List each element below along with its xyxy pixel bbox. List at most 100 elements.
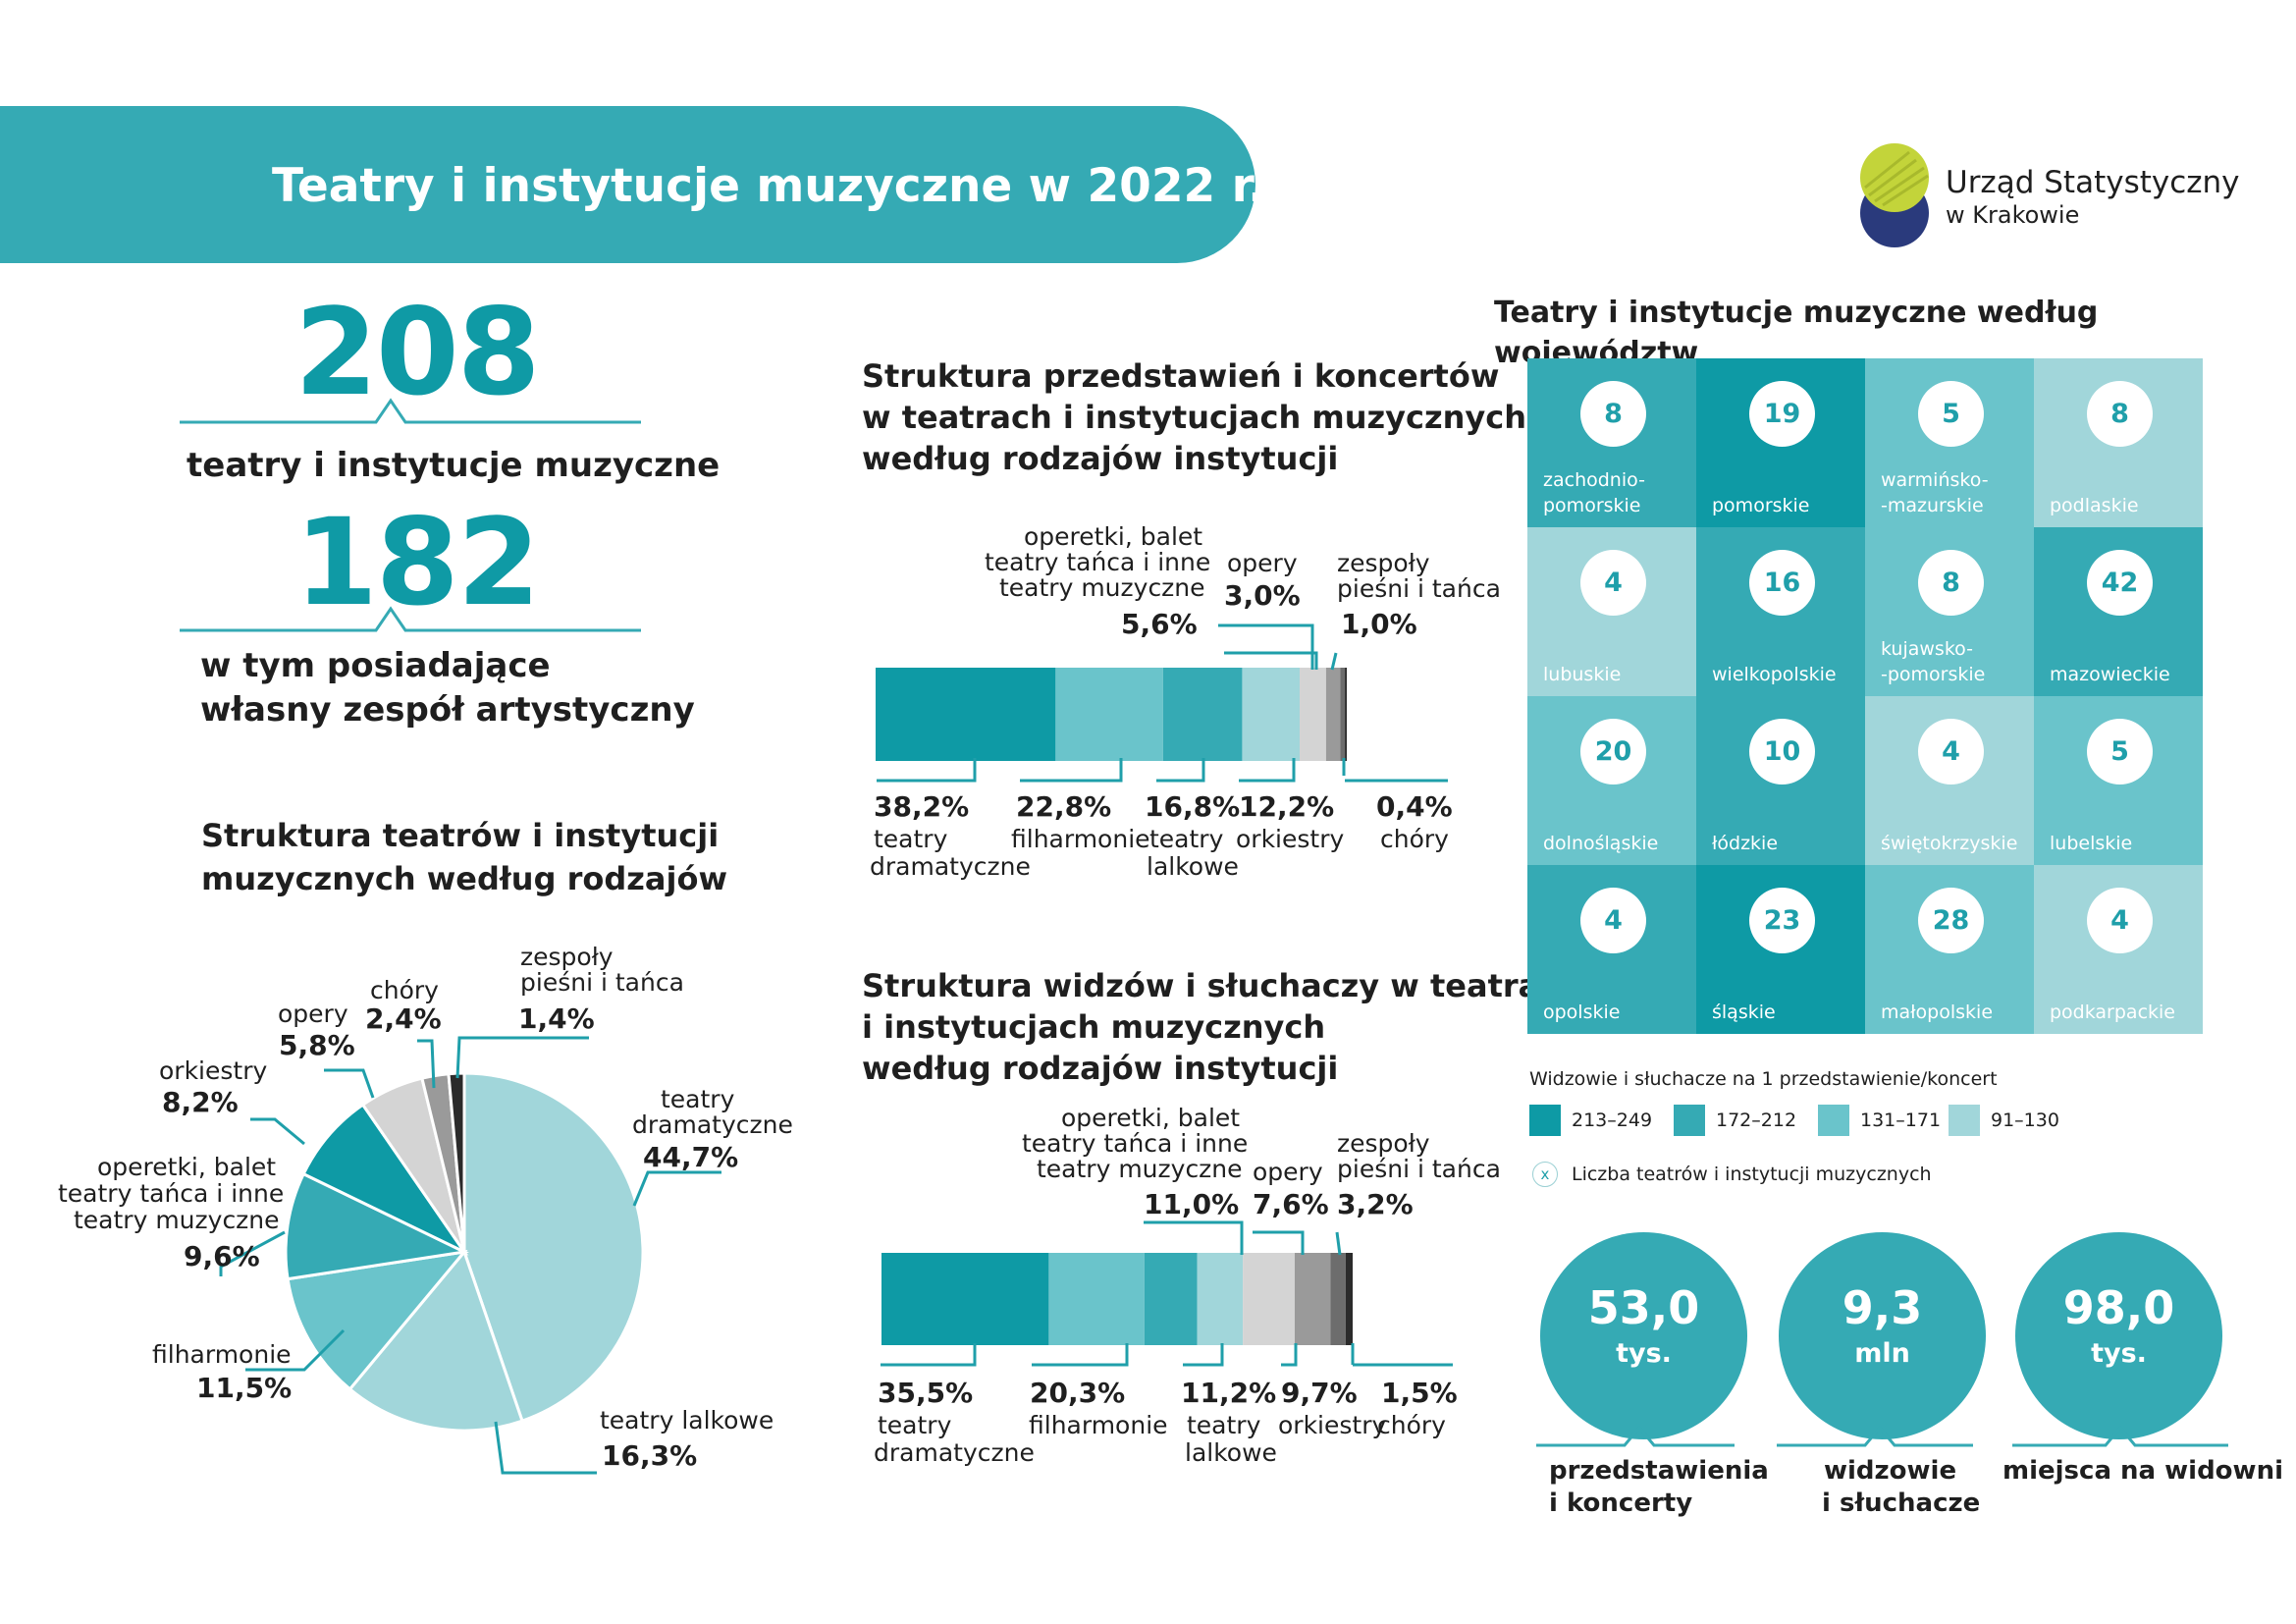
region-cell: 4 lubuskie xyxy=(1527,527,1696,696)
region-cell: 20 dolnośląskie xyxy=(1527,696,1696,865)
bar2-pct-chory: 1,5% xyxy=(1381,1377,1458,1409)
bar2-segment xyxy=(1197,1253,1244,1345)
pie-leader-line xyxy=(324,1068,375,1099)
bar1-pct-chory: 0,4% xyxy=(1376,790,1453,823)
logo-name: Urząd Statystyczny xyxy=(1946,165,2240,200)
own-label-1: w tym posiadające xyxy=(200,646,551,685)
bar1-pct-orki: 12,2% xyxy=(1239,790,1335,823)
legend-title: Widzowie i słuchacze na 1 przedstawienie… xyxy=(1529,1068,1998,1090)
pie-label-zesp-2: pieśni i tańca xyxy=(520,968,684,997)
region-name: łódzkie xyxy=(1712,833,1779,855)
bar1-title-2: w teatrach i instytucjach muzycznych xyxy=(862,399,1527,436)
region-count: 5 xyxy=(2087,719,2153,785)
bar2-label-dram-2: dramatyczne xyxy=(874,1438,1035,1467)
region-count: 8 xyxy=(1918,550,1984,616)
summary-value: 9,3 xyxy=(1842,1281,1923,1334)
bar2-title-1: Struktura widzów i słuchaczy w teatrach xyxy=(862,967,1580,1004)
region-count: 23 xyxy=(1749,888,1815,953)
pie-leader-line xyxy=(250,1117,305,1146)
legend-swatch-1 xyxy=(1529,1105,1561,1136)
bar2-leader-line xyxy=(1144,1220,1244,1255)
region-count: 10 xyxy=(1749,719,1815,785)
bar2-pct-dram: 35,5% xyxy=(878,1377,974,1409)
bar2-pct-oper: 11,0% xyxy=(1144,1188,1240,1220)
pie-pct-chory: 2,4% xyxy=(365,1002,442,1035)
pie-pct-dram: 44,7% xyxy=(643,1141,739,1173)
pie-label-oper-1: operetki, balet xyxy=(97,1153,277,1181)
pie-pct-oper: 9,6% xyxy=(184,1240,260,1272)
title-banner xyxy=(0,106,1255,263)
pie-slice xyxy=(284,1171,469,1281)
region-name: zachodnio-pomorskie xyxy=(1543,469,1645,517)
bar1-pct-lalk: 16,8% xyxy=(1145,790,1241,823)
bar1-segment xyxy=(1055,668,1163,761)
pie-slice xyxy=(347,1248,524,1433)
bar2-label-orki: orkiestry xyxy=(1278,1411,1387,1439)
bar2-leader-line xyxy=(881,1343,977,1367)
own-count: 182 xyxy=(294,493,541,632)
bar2-segment xyxy=(1345,1253,1353,1345)
region-cell: 5 warmińsko- -mazurskie xyxy=(1865,358,2034,527)
region-count: 16 xyxy=(1749,550,1815,616)
badge-legend-text: Liczba teatrów i instytucji muzycznych xyxy=(1572,1164,1932,1185)
total-label: teatry i instytucje muzyczne xyxy=(187,446,721,485)
bar1-label-opery: opery xyxy=(1227,549,1298,577)
region-name: małopolskie xyxy=(1881,1001,1994,1024)
region-name: kujawsko- -pomorskie xyxy=(1881,638,1986,686)
bar1-label-oper-2: teatry tańca i inne xyxy=(985,548,1211,576)
bar2-pct-opery: 7,6% xyxy=(1253,1188,1329,1220)
bar2-label-oper-1: operetki, balet xyxy=(1061,1104,1241,1132)
region-count: 20 xyxy=(1580,719,1646,785)
region-cell: 8 podlaskie xyxy=(2034,358,2203,527)
bar2-label-chory: chóry xyxy=(1377,1411,1446,1439)
pie-leader-line xyxy=(219,1230,286,1276)
summary-unit: tys. xyxy=(2091,1338,2147,1369)
bar1-label-oper-1: operetki, balet xyxy=(1024,522,1203,551)
summary-unit: tys. xyxy=(1616,1338,1672,1369)
bar1-pct-filh: 22,8% xyxy=(1016,790,1112,823)
region-count: 4 xyxy=(1580,550,1646,616)
summary-unit: mln xyxy=(1854,1338,1910,1369)
bar2-leader-line xyxy=(1183,1343,1224,1367)
region-name: warmińsko- -mazurskie xyxy=(1881,469,1989,517)
bar1-leader-line xyxy=(1330,652,1338,671)
bar1-segment xyxy=(1325,668,1341,761)
own-divider xyxy=(180,606,641,632)
bar2-pct-lalk: 11,2% xyxy=(1181,1377,1277,1409)
summary-caption-1b: i koncerty xyxy=(1549,1489,1693,1518)
region-count: 42 xyxy=(2087,550,2153,616)
bar1-label-filh: filharmonie xyxy=(1011,825,1150,853)
bar1-leader-line xyxy=(877,758,977,783)
bar1-segment xyxy=(876,668,1056,761)
bar2-segment xyxy=(1048,1253,1145,1345)
region-count: 19 xyxy=(1749,381,1815,447)
bar1-leader-line xyxy=(1020,758,1123,783)
region-name: lubuskie xyxy=(1543,664,1622,686)
bar1-label-chory: chóry xyxy=(1380,825,1449,853)
region-count: 8 xyxy=(1580,381,1646,447)
region-name: podlaskie xyxy=(2050,495,2139,517)
bar2-segment xyxy=(1330,1253,1346,1345)
bar1-label-lalk-1: teatry xyxy=(1149,825,1224,853)
pie-slice xyxy=(462,1071,645,1424)
bar1-label-lalk-2: lalkowe xyxy=(1147,852,1239,881)
bar2-leader-line xyxy=(1335,1231,1342,1256)
pie-slice xyxy=(301,1103,469,1256)
region-cell: 19 pomorskie xyxy=(1696,358,1865,527)
bar1-label-dram-1: teatry xyxy=(874,825,948,853)
region-cell: 5 lubelskie xyxy=(2034,696,2203,865)
pie-pct-filh: 11,5% xyxy=(196,1372,293,1404)
bar1-pct-opery: 3,0% xyxy=(1224,579,1301,612)
bar1-segment xyxy=(1162,668,1243,761)
pie-leader-line xyxy=(632,1170,721,1207)
region-name: opolskie xyxy=(1543,1001,1621,1024)
summary-caption-2b: i słuchacze xyxy=(1822,1489,1981,1518)
pie-label-chory: chóry xyxy=(370,976,439,1004)
bar1-pct-dram: 38,2% xyxy=(874,790,970,823)
region-count: 4 xyxy=(1918,719,1984,785)
bar2-leader-line xyxy=(1253,1230,1305,1255)
pie-title-2: muzycznych według rodzajów xyxy=(201,860,728,897)
region-count: 4 xyxy=(1580,888,1646,953)
